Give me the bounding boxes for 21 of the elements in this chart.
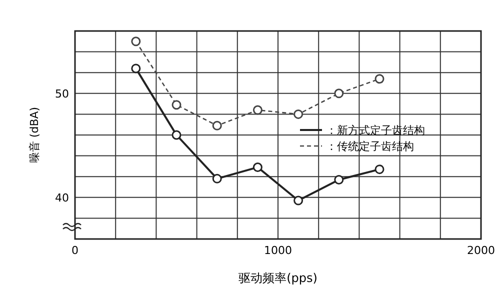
- x-tick-label: 2000: [467, 244, 495, 257]
- point: [172, 100, 182, 110]
- point: [131, 36, 141, 46]
- point: [212, 120, 222, 130]
- point: [172, 130, 182, 140]
- point: [334, 88, 344, 98]
- x-tick-label: 0: [72, 244, 78, 257]
- x-axis-title: 驱动频率(pps): [238, 271, 318, 285]
- y-axis-title: 噪音 (dBA): [28, 106, 41, 164]
- point: [252, 105, 262, 115]
- point: [252, 162, 262, 172]
- point: [294, 109, 304, 119]
- point: [131, 64, 141, 74]
- point: [334, 174, 344, 184]
- x-tick-label: 1000: [264, 244, 292, 257]
- y-tick-label: 50: [55, 87, 69, 100]
- point: [294, 196, 304, 206]
- point: [374, 74, 384, 84]
- point: [212, 174, 222, 184]
- y-tick-label: 40: [55, 191, 69, 204]
- point: [374, 164, 384, 174]
